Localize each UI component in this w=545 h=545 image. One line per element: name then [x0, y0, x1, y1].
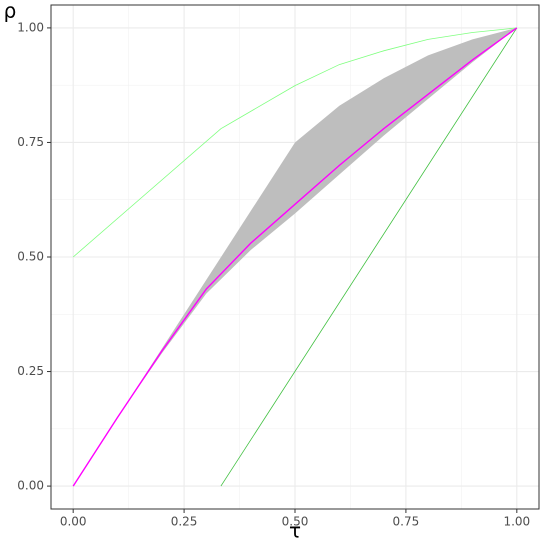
panel-border: [50, 4, 540, 510]
band-area: [117, 27, 517, 418]
x-tick-label: 0.00: [60, 515, 87, 529]
y-tick-label: 0.75: [17, 135, 44, 149]
line: [72, 27, 517, 258]
x-tick-label: 0.50: [282, 515, 309, 529]
x-tick-label: 1.00: [503, 515, 530, 529]
y-tick-label: 0.50: [17, 250, 44, 264]
x-tick-label: 0.75: [393, 515, 420, 529]
y-axis-title: ρ: [4, 0, 17, 23]
y-tick-label: 0.25: [17, 364, 44, 378]
y-tick-label: 0.00: [17, 479, 44, 493]
x-axis-title: τ: [289, 519, 301, 543]
x-tick-label: 0.25: [171, 515, 198, 529]
line: [72, 27, 518, 487]
y-tick-label: 1.00: [17, 20, 44, 34]
line: [220, 27, 518, 487]
